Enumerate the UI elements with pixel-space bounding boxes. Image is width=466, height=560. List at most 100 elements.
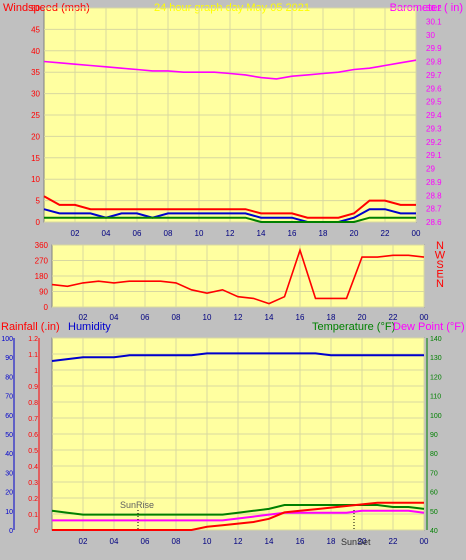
rain-axis-tick-label: 0.3 bbox=[28, 480, 38, 487]
humidity-axis-tick-label: 30 bbox=[5, 470, 13, 477]
temperature-axis-tick-label: 90 bbox=[430, 432, 438, 439]
temperature-axis-tick-label: 40 bbox=[430, 528, 438, 535]
compass-point-label: N bbox=[436, 240, 444, 252]
rain-axis-tick-label: 0.1 bbox=[28, 512, 38, 519]
barometer-axis-tick-label: 29.6 bbox=[426, 84, 442, 93]
dew-point-title: Dew Point (°F) bbox=[393, 321, 465, 333]
wind-axis-tick-label: 0 bbox=[36, 218, 41, 227]
humidity-axis-tick-label: 90 bbox=[5, 355, 13, 362]
wind-axis-tick-label: 20 bbox=[31, 132, 40, 141]
humidity-axis-tick-label: 60 bbox=[5, 413, 13, 420]
humidity-axis-tick-label: 50 bbox=[5, 432, 13, 439]
barometer-axis-tick-label: 30.2 bbox=[426, 4, 442, 13]
barometer-axis-tick-label: 29.7 bbox=[426, 71, 442, 80]
compass-point-label: W bbox=[435, 250, 446, 262]
temperature-axis-tick-label: 100 bbox=[430, 413, 442, 420]
humidity-axis-tick-label: 20 bbox=[5, 490, 13, 497]
temperature-axis-tick-label: 60 bbox=[430, 490, 438, 497]
barometer-axis-tick-label: 29.5 bbox=[426, 98, 442, 107]
bottom-series-line-temperature-2 bbox=[52, 509, 425, 522]
rain-axis-tick-label: 0.8 bbox=[28, 400, 38, 407]
rain-axis-tick-label: 0.5 bbox=[28, 448, 38, 455]
bottom-time-tick-label: 08 bbox=[172, 537, 181, 546]
barometer-axis-tick-label: 29.3 bbox=[426, 124, 442, 133]
humidity-axis-tick-label: 10 bbox=[5, 509, 13, 516]
rain-axis-tick-label: 1.2 bbox=[28, 336, 38, 343]
direction-time-tick-label: 16 bbox=[296, 313, 305, 322]
temperature-title: Temperature (°F) bbox=[312, 321, 395, 333]
wind-axis-tick-label: 5 bbox=[36, 197, 41, 206]
barometer-axis-tick-label: 29.9 bbox=[426, 44, 442, 53]
bottom-time-tick-label: 16 bbox=[296, 537, 305, 546]
temperature-axis-tick-label: 50 bbox=[430, 509, 438, 516]
wind-axis-tick-label: 25 bbox=[31, 111, 40, 120]
bottom-time-tick-label: 10 bbox=[203, 537, 212, 546]
humidity-axis-tick-label: 100 bbox=[1, 336, 13, 343]
wind-axis-tick-label: 45 bbox=[31, 25, 40, 34]
rain-axis-tick-label: 0.9 bbox=[28, 384, 38, 391]
top-time-tick-label: 10 bbox=[195, 229, 204, 238]
temperature-axis-tick-label: 140 bbox=[430, 336, 442, 343]
direction-degree-tick-label: 270 bbox=[35, 257, 49, 266]
sunrise-label: SunRise bbox=[120, 500, 154, 510]
direction-time-tick-label: 00 bbox=[420, 313, 429, 322]
sunset-label: SunSet bbox=[341, 537, 371, 547]
top-time-tick-label: 14 bbox=[257, 229, 266, 238]
direction-time-tick-label: 02 bbox=[79, 313, 88, 322]
direction-time-tick-label: 04 bbox=[110, 313, 119, 322]
rain-axis-tick-label: 0.4 bbox=[28, 464, 38, 471]
compass-point-label: N bbox=[436, 278, 444, 290]
barometer-axis-tick-label: 28.7 bbox=[426, 205, 442, 214]
temperature-axis-tick-label: 110 bbox=[430, 394, 441, 401]
top-time-tick-label: 08 bbox=[164, 229, 173, 238]
humidity-axis-tick-label: 40 bbox=[5, 451, 13, 458]
rain-axis-tick-label: 0.6 bbox=[28, 432, 38, 439]
barometer-axis-tick-label: 29 bbox=[426, 165, 435, 174]
wind-axis-tick-label: 30 bbox=[31, 90, 40, 99]
temperature-axis-tick-label: 120 bbox=[430, 374, 442, 381]
bottom-time-tick-label: 20 bbox=[358, 537, 367, 546]
rain-axis-tick-label: 0 bbox=[34, 528, 38, 535]
top-time-tick-label: 00 bbox=[412, 229, 421, 238]
humidity-title: Humidity bbox=[68, 321, 111, 333]
direction-time-tick-label: 18 bbox=[327, 313, 336, 322]
bottom-series-line-rain-3 bbox=[52, 501, 424, 531]
bottom-time-tick-label: 00 bbox=[420, 537, 429, 546]
rainfall-title: Rainfall (.in) bbox=[1, 321, 60, 333]
barometer-axis-tick-label: 29.2 bbox=[426, 138, 442, 147]
direction-time-tick-label: 12 bbox=[234, 313, 243, 322]
windspeed-line-2 bbox=[44, 216, 416, 223]
bottom-time-tick-label: 04 bbox=[110, 537, 119, 546]
direction-time-tick-label: 06 bbox=[141, 313, 150, 322]
rain-axis-tick-label: 1.1 bbox=[28, 352, 38, 359]
wind-direction-line bbox=[51, 247, 425, 305]
bottom-time-tick-label: 14 bbox=[265, 537, 274, 546]
bottom-time-tick-label: 22 bbox=[389, 537, 398, 546]
barometer-axis-tick-label: 28.8 bbox=[426, 191, 442, 200]
barometer-axis-tick-label: 30 bbox=[426, 31, 435, 40]
direction-degree-tick-label: 0 bbox=[44, 303, 49, 312]
bottom-series-line-humidity-0 bbox=[51, 352, 424, 362]
barometer-axis-tick-label: 29.1 bbox=[426, 151, 442, 160]
top-time-tick-label: 02 bbox=[71, 229, 80, 238]
humidity-axis-tick-label: 70 bbox=[5, 394, 13, 401]
direction-time-tick-label: 20 bbox=[358, 313, 367, 322]
top-time-tick-label: 22 bbox=[381, 229, 390, 238]
wind-axis-tick-label: 35 bbox=[31, 68, 40, 77]
bottom-time-tick-label: 02 bbox=[79, 537, 88, 546]
top-time-tick-label: 18 bbox=[319, 229, 328, 238]
wind-axis-tick-label: 40 bbox=[31, 47, 40, 56]
direction-degree-tick-label: 360 bbox=[35, 241, 49, 250]
bottom-time-tick-label: 12 bbox=[234, 537, 243, 546]
temperature-axis-tick-label: 80 bbox=[430, 451, 438, 458]
wind-axis-tick-label: 50 bbox=[31, 4, 40, 13]
wind-axis-tick-label: 15 bbox=[31, 154, 40, 163]
top-time-tick-label: 16 bbox=[288, 229, 297, 238]
direction-degree-tick-label: 90 bbox=[39, 288, 48, 297]
temperature-axis-tick-label: 130 bbox=[430, 355, 442, 362]
direction-time-tick-label: 08 bbox=[172, 313, 181, 322]
direction-time-tick-label: 14 bbox=[265, 313, 274, 322]
barometer-title: Barometer ( in) bbox=[390, 2, 463, 14]
windspeed-line-0 bbox=[43, 195, 416, 219]
